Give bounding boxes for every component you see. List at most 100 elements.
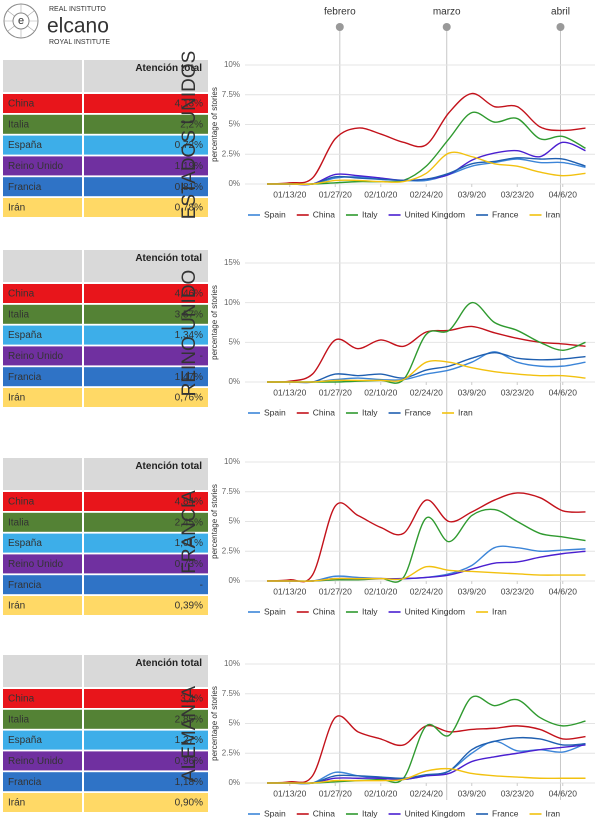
chart: REINO UNIDO percentage of stories 0% 5% 10% 1…: [179, 258, 595, 417]
row-name: Italia: [8, 309, 30, 320]
legend-label: China: [313, 606, 335, 616]
series-line: [267, 157, 586, 186]
legend-label: Iran: [458, 407, 473, 417]
x-tick-label: 01/27/20: [319, 788, 352, 798]
row-cell: [84, 114, 208, 134]
header-cell: [3, 655, 82, 687]
x-tick-label: 02/24/20: [410, 586, 443, 596]
month-label: marzo: [433, 7, 461, 18]
x-tick-label: 04/6/20: [549, 788, 578, 798]
row-cell: [3, 512, 82, 532]
month-label: abril: [551, 7, 570, 18]
month-dot: [556, 23, 565, 31]
series-line: [266, 767, 586, 784]
x-tick-label: 02/24/20: [410, 189, 443, 199]
row-cell: [84, 554, 208, 574]
row-cell: [84, 135, 208, 155]
legend-label: United Kingdom: [405, 209, 465, 219]
row-cell: [3, 689, 82, 708]
row-cell: [3, 325, 82, 345]
row-value: 0,78%: [175, 203, 203, 214]
row-cell: [84, 304, 208, 324]
row-cell: [84, 751, 208, 771]
row-name: China: [8, 289, 35, 300]
table: Atención total China 4,13% Italia 2,2% España…: [3, 60, 208, 217]
header-cell: [84, 655, 208, 687]
x-tick-label: 01/27/20: [319, 586, 352, 596]
legend-label: Spain: [264, 808, 286, 818]
x-tick-label: 02/24/20: [410, 387, 443, 397]
y-tick-label: 15%: [224, 258, 240, 267]
row-value: 2,85%: [175, 714, 203, 725]
row-name: China: [8, 497, 35, 508]
row-cell: [3, 596, 82, 615]
row-cell: [3, 156, 82, 176]
row-cell: [84, 94, 208, 113]
header-box: Atención total: [135, 63, 202, 74]
x-tick-label: 04/6/20: [549, 586, 578, 596]
legend-label: France: [405, 407, 432, 417]
row-name: Reino Unido: [8, 351, 63, 362]
row-cell: [84, 793, 208, 812]
row-cell: [3, 304, 82, 324]
row-cell: [84, 533, 208, 553]
legend-label: France: [492, 209, 519, 219]
row-cell: [84, 284, 208, 303]
x-tick-label: 02/10/20: [364, 189, 397, 199]
row-value: 1,01%: [175, 538, 203, 549]
row-cell: [84, 512, 208, 532]
x-tick-label: 01/13/20: [273, 788, 306, 798]
chart-title: ESTADOS UNIDOS: [179, 51, 200, 220]
legend-label: Italy: [362, 808, 378, 818]
row-value: 1,19%: [175, 161, 203, 172]
row-name: España: [8, 140, 42, 151]
series-line: [267, 351, 586, 384]
logo-center: [12, 12, 30, 30]
chart-title: REINO UNIDO: [179, 270, 200, 397]
row-name: Reino Unido: [8, 559, 63, 570]
row-name: España: [8, 538, 42, 549]
x-tick-label: 03/23/20: [501, 387, 534, 397]
x-tick-label: 03/23/20: [501, 586, 534, 596]
row-value: -: [200, 351, 203, 362]
chart: ESTADOS UNIDOS percentage of stories 0% 2.5…: [179, 51, 595, 220]
row-name: Irán: [8, 601, 25, 612]
x-tick-label: 01/13/20: [273, 586, 306, 596]
table-header: Atención total: [135, 658, 202, 669]
legend-label: France: [492, 808, 519, 818]
legend-label: Italy: [362, 407, 378, 417]
row-cell: [84, 367, 208, 387]
row-name: Irán: [8, 798, 25, 809]
header-cell: [84, 458, 208, 490]
row-cell: [84, 772, 208, 792]
row-cell: [3, 114, 82, 134]
x-tick-label: 03/23/20: [501, 189, 534, 199]
row-value: 2,2%: [180, 119, 203, 130]
header-cell: [84, 60, 208, 92]
header-cell: [3, 458, 82, 490]
legend-label: Iran: [492, 606, 507, 616]
row-name: Francia: [8, 372, 42, 383]
y-axis-title: percentage of stories: [210, 285, 219, 360]
series-line: [267, 565, 586, 582]
row-cell: [84, 325, 208, 345]
row-cell: [3, 94, 82, 113]
month-label: febrero: [324, 7, 356, 18]
series-line: [266, 740, 586, 785]
y-tick-label: 10%: [224, 457, 240, 466]
row-cell: [3, 793, 82, 812]
row-name: España: [8, 330, 42, 341]
x-tick-label: 01/13/20: [273, 189, 306, 199]
x-tick-label: 03/23/20: [501, 788, 534, 798]
y-tick-label: 5%: [228, 719, 240, 728]
row-cell: [3, 730, 82, 750]
x-tick-label: 03/9/20: [458, 586, 487, 596]
row-cell: [84, 177, 208, 197]
x-tick-label: 04/6/20: [549, 387, 578, 397]
row-name: Italia: [8, 119, 30, 130]
x-tick-label: 03/9/20: [458, 387, 487, 397]
series-line: [267, 151, 586, 185]
row-name: Francia: [8, 580, 42, 591]
series-line: [266, 492, 586, 583]
row-cell: [84, 730, 208, 750]
